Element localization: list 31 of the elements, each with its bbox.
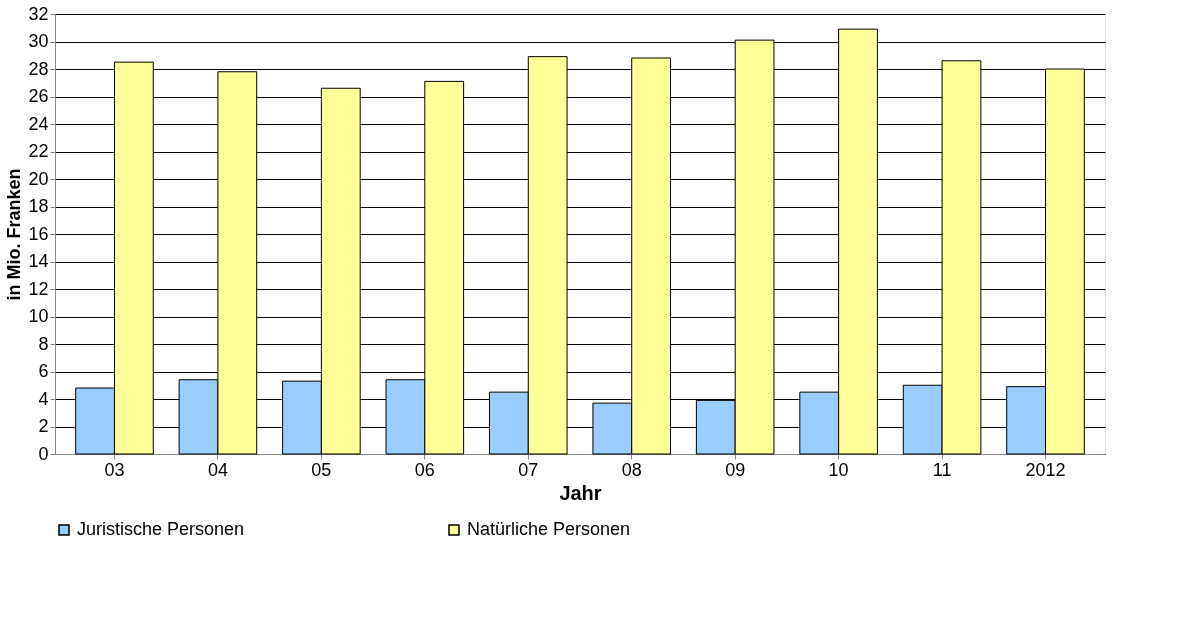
y-tick-label: 18 bbox=[28, 196, 49, 216]
y-tick-label: 2 bbox=[38, 416, 49, 436]
legend-label: Natürliche Personen bbox=[467, 519, 631, 539]
x-axis-title: Jahr bbox=[559, 481, 602, 504]
y-tick-label: 26 bbox=[28, 86, 49, 106]
y-tick-label: 24 bbox=[28, 113, 49, 134]
x-tick-label: 03 bbox=[104, 459, 125, 480]
x-tick-label: 08 bbox=[621, 459, 642, 480]
y-tick-label: 12 bbox=[28, 278, 49, 299]
legend-label: Juristische Personen bbox=[77, 519, 245, 539]
x-tick-label: 10 bbox=[828, 459, 849, 480]
x-tick-label: 07 bbox=[518, 459, 539, 480]
y-tick-label: 28 bbox=[28, 58, 49, 79]
y-tick-label: 30 bbox=[28, 31, 49, 51]
y-tick-label: 6 bbox=[38, 361, 49, 381]
y-tick-label: 16 bbox=[28, 223, 49, 244]
y-tick-label: 14 bbox=[28, 251, 49, 271]
x-tick-label: 05 bbox=[311, 459, 332, 480]
y-tick-label: 32 bbox=[28, 3, 49, 24]
x-tick-label: 2012 bbox=[1025, 459, 1066, 480]
x-tick-label: 09 bbox=[725, 459, 746, 480]
y-tick-label: 8 bbox=[38, 333, 49, 354]
y-tick-label: 4 bbox=[38, 388, 49, 409]
y-tick-label: 20 bbox=[28, 168, 49, 189]
x-tick-label: 06 bbox=[414, 459, 435, 480]
x-tick-label: 04 bbox=[207, 459, 228, 480]
y-axis-title: in Mio. Franken bbox=[4, 168, 25, 301]
y-tick-label: 22 bbox=[28, 141, 49, 161]
y-tick-label: 0 bbox=[38, 443, 49, 464]
x-tick-label: 11 bbox=[932, 459, 952, 480]
y-tick-label: 10 bbox=[28, 306, 49, 326]
